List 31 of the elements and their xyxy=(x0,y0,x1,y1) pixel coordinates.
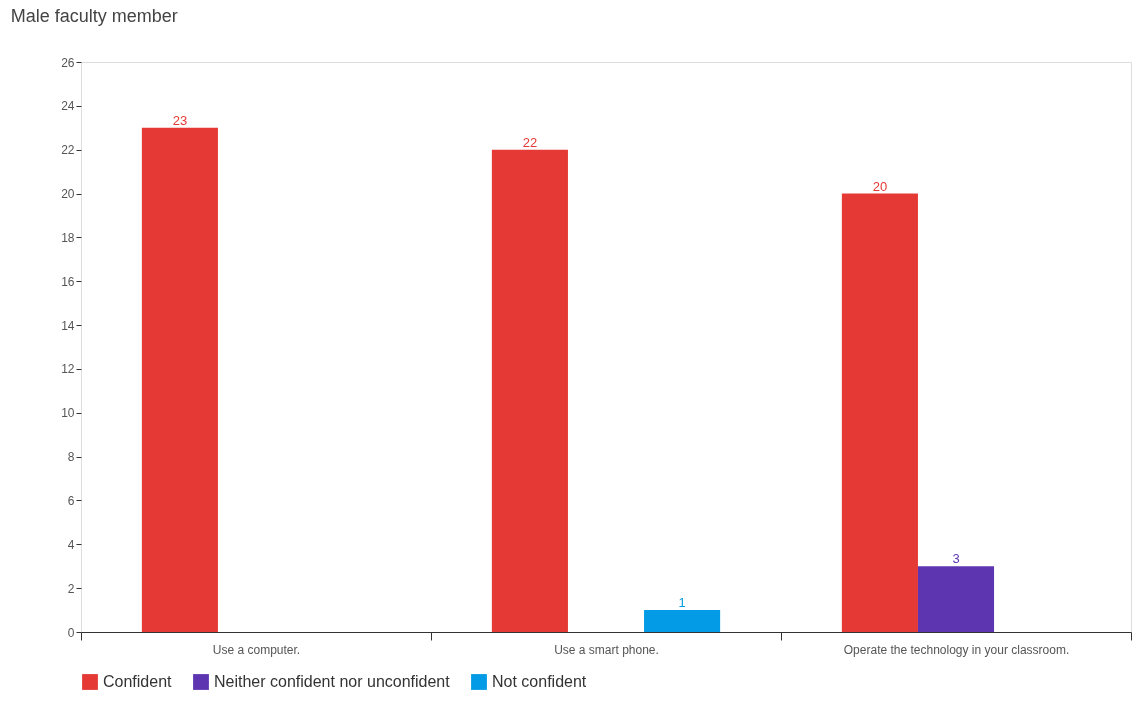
legend-label: Confident xyxy=(103,673,173,690)
y-tick-label: 22 xyxy=(61,143,75,158)
bar xyxy=(141,127,218,632)
y-tick-label: 14 xyxy=(61,318,75,333)
data-label: 1 xyxy=(678,595,686,611)
y-tick-label: 6 xyxy=(67,493,75,508)
y-tick-label: 20 xyxy=(61,187,75,202)
legend-label: Neither confident nor unconfident xyxy=(214,673,451,690)
data-label: 22 xyxy=(522,134,538,150)
bar xyxy=(917,566,995,632)
bar xyxy=(841,193,918,632)
legend-label: Not confident xyxy=(492,673,587,690)
y-tick-label: 16 xyxy=(61,274,75,289)
y-tick-label: 12 xyxy=(61,362,75,377)
y-tick-label: 24 xyxy=(61,99,75,114)
data-label: 20 xyxy=(872,178,888,194)
y-tick-label: 4 xyxy=(67,537,75,552)
data-label: 3 xyxy=(952,551,960,567)
x-tick-label: Operate the technology in your classroom. xyxy=(843,642,1070,657)
y-tick-label: 10 xyxy=(61,406,75,421)
y-tick-label: 0 xyxy=(67,625,75,640)
x-tick-label: Use a smart phone. xyxy=(554,642,659,657)
y-tick-label: 18 xyxy=(61,230,75,245)
y-tick-label: 8 xyxy=(67,450,75,465)
y-tick-label: 26 xyxy=(61,55,75,70)
data-label: 23 xyxy=(172,112,188,128)
bar xyxy=(644,610,721,632)
bar xyxy=(491,149,568,632)
chart-title: Male faculty member xyxy=(10,6,178,26)
x-tick-label: Use a computer. xyxy=(212,642,301,657)
y-tick-label: 2 xyxy=(67,581,75,596)
